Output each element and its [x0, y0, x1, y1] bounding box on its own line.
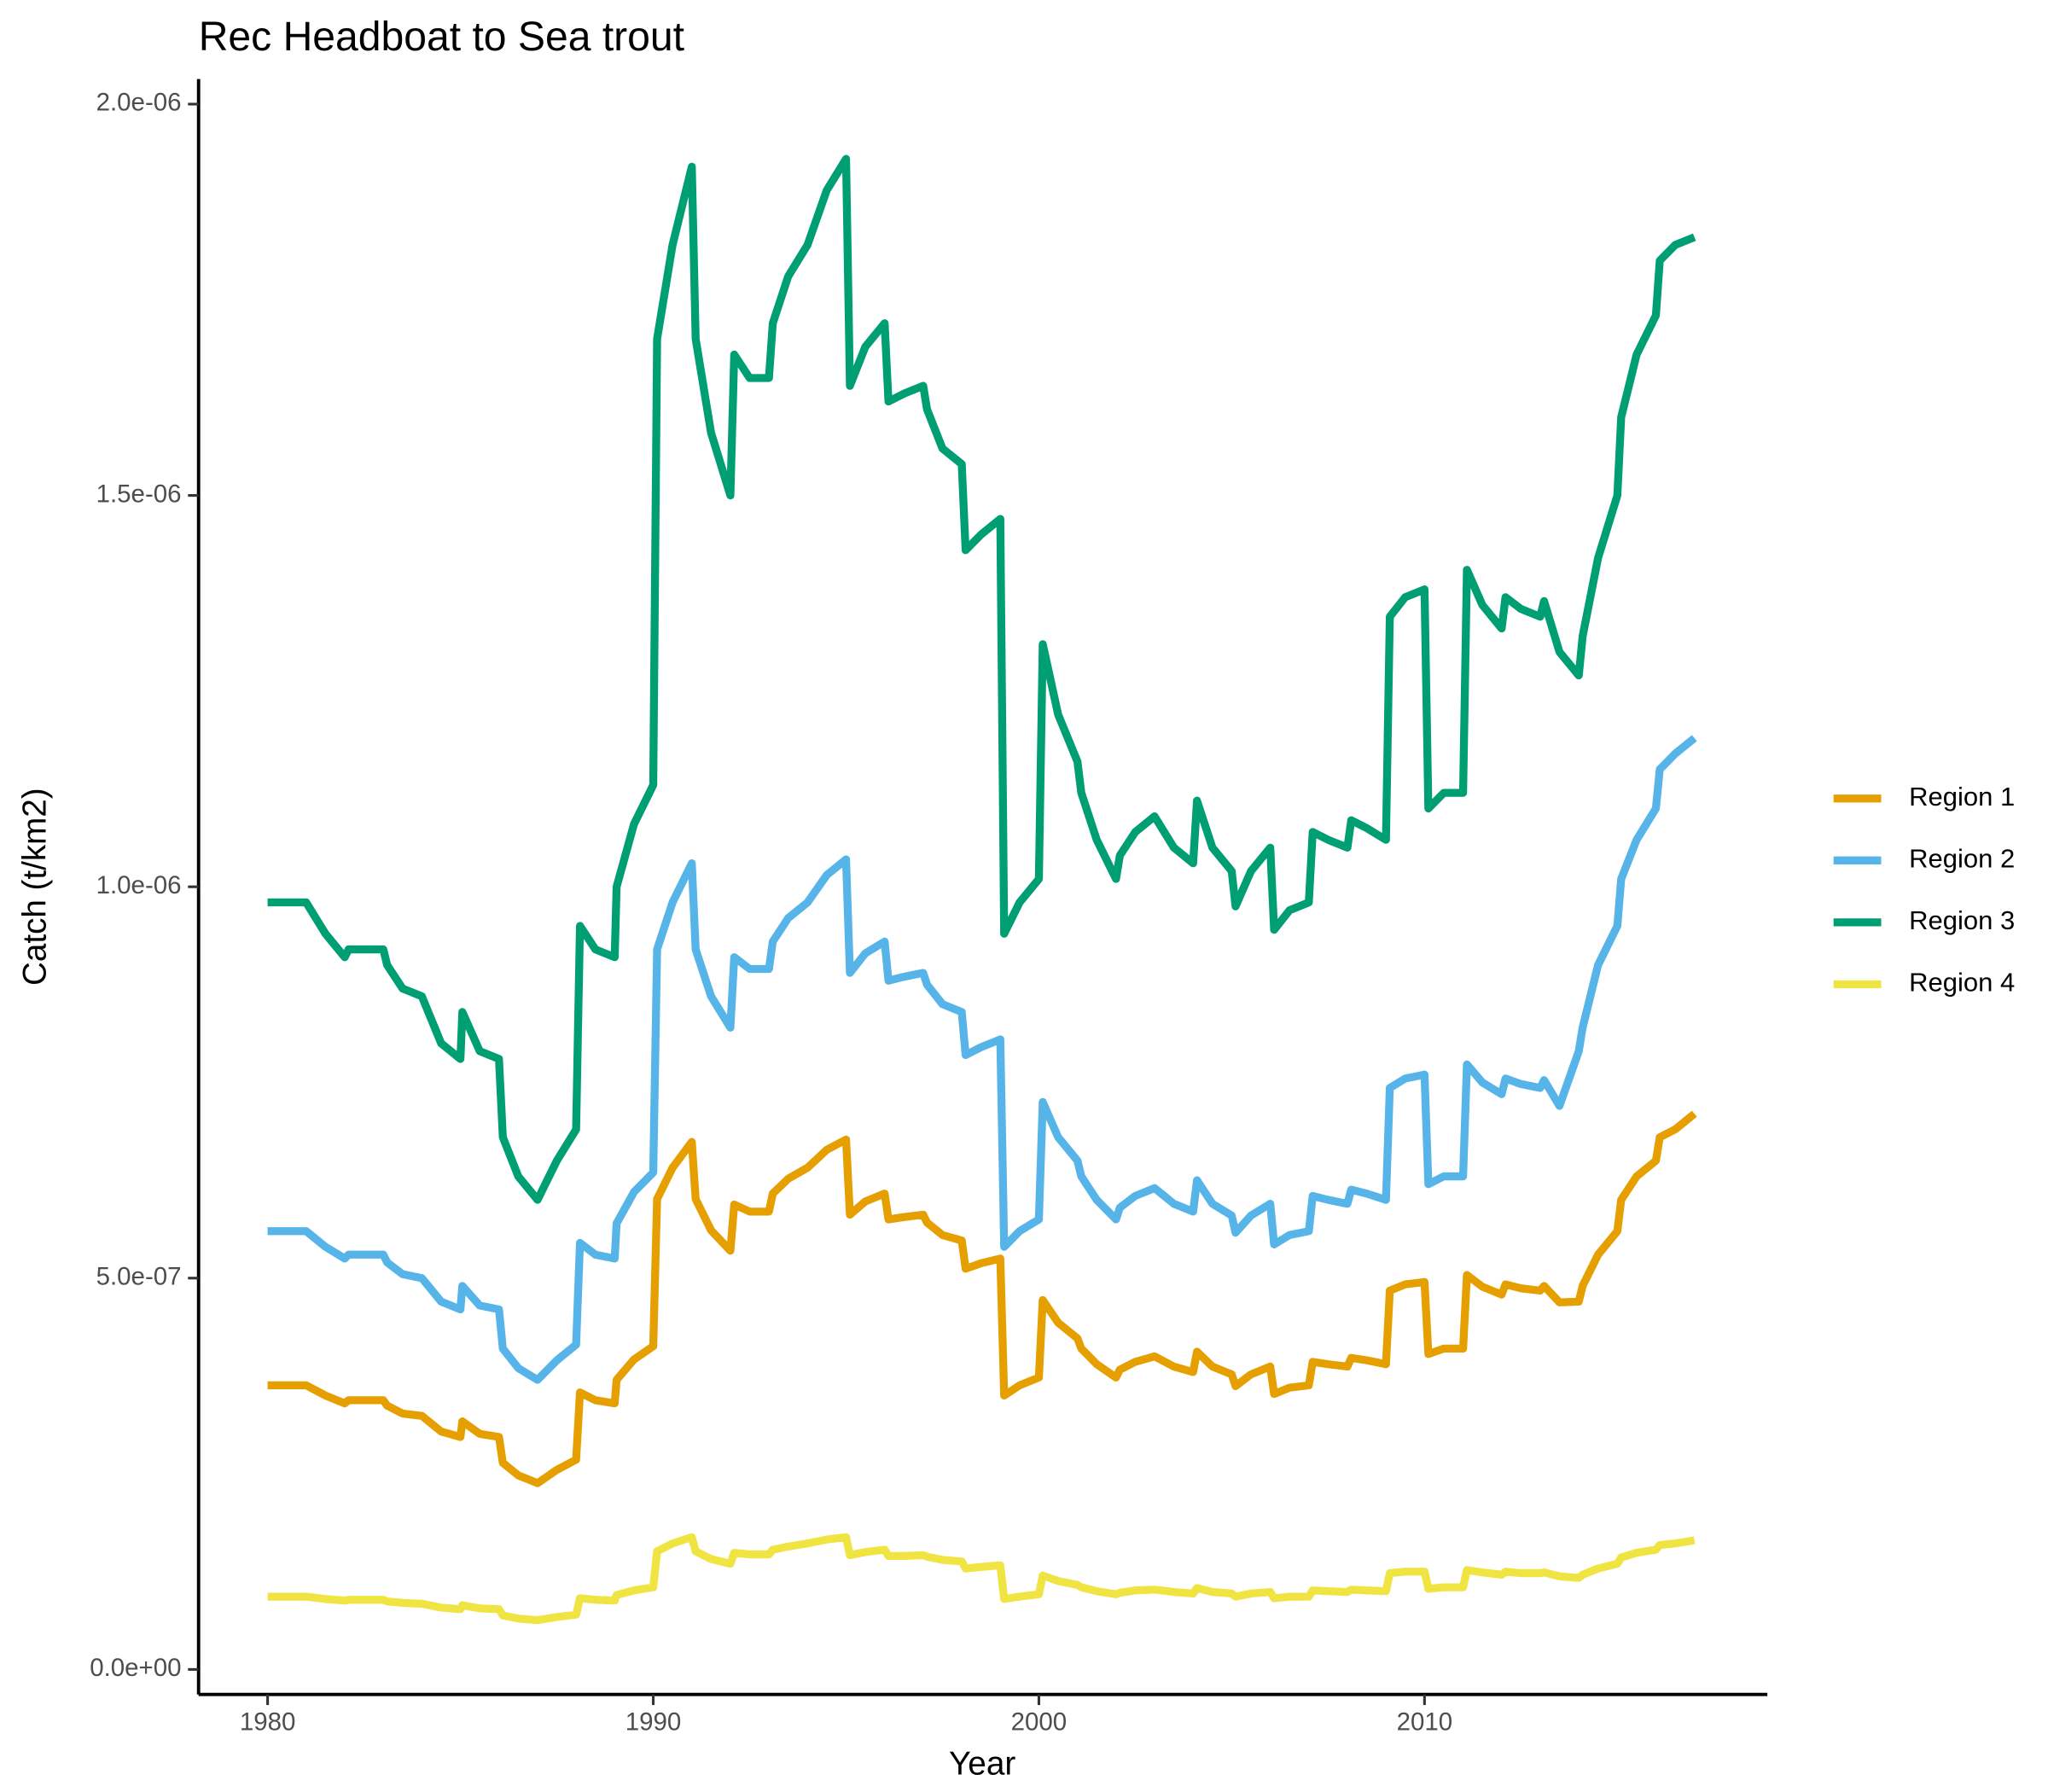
y-axis-title: Catch (t/km2): [17, 788, 54, 986]
x-tick-label: 1980: [240, 1708, 296, 1737]
y-tick-label: 1.5e-06: [96, 480, 182, 508]
series-line: [267, 154, 1696, 1204]
chart-title: Rec Headboat to Sea trout: [199, 15, 684, 60]
x-tick-label: 2000: [1011, 1708, 1068, 1737]
series-line: [267, 1110, 1697, 1487]
legend-label: Region 2: [1909, 844, 2015, 874]
x-tick-label: 1990: [625, 1708, 682, 1737]
y-tick-label: 5.0e-07: [96, 1263, 182, 1291]
series-line: [267, 735, 1697, 1384]
x-axis-title: Year: [949, 1745, 1015, 1782]
x-tick-label: 2010: [1397, 1708, 1453, 1737]
legend-label: Region 3: [1909, 905, 2015, 935]
series-line: [267, 1533, 1696, 1625]
legend-label: Region 1: [1909, 782, 2015, 812]
y-tick-label: 0.0e+00: [90, 1654, 181, 1682]
y-tick-label: 1.0e-06: [96, 871, 182, 899]
y-tick-label: 2.0e-06: [96, 89, 182, 117]
legend-label: Region 4: [1909, 968, 2015, 998]
